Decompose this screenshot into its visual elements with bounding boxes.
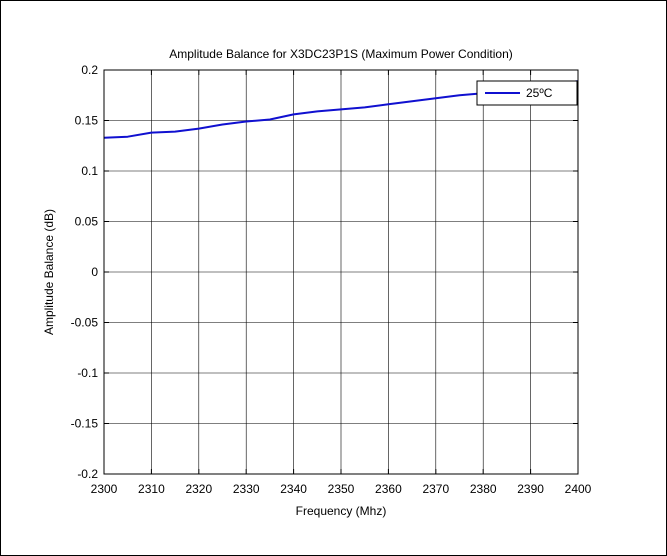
y-tick-labels: -0.2 -0.15 -0.1 -0.05 0 0.05 0.1 0.15 0.2 [71,63,99,481]
y-tick-label: -0.2 [77,467,98,481]
x-tick-label: 2350 [328,482,355,496]
x-tick-label: 2330 [233,482,260,496]
y-tick-label: -0.05 [71,316,99,330]
y-axis-label: Amplitude Balance (dB) [42,209,56,335]
x-tick-label: 2320 [185,482,212,496]
y-tick-label: -0.15 [71,417,99,431]
y-tick-label: 0.2 [81,63,98,77]
x-tick-label: 2370 [422,482,449,496]
y-tick-label: 0.05 [75,215,99,229]
x-tick-labels: 2300 2310 2320 2330 2340 2350 2360 2370 2380 2390… [91,482,592,496]
y-tick-label: 0.15 [75,114,99,128]
legend: 25ºC [476,80,578,106]
x-tick-label: 2380 [470,482,497,496]
x-tick-label: 2340 [280,482,307,496]
x-tick-label: 2360 [375,482,402,496]
x-tick-label: 2400 [565,482,592,496]
x-tick-label: 2390 [517,482,544,496]
chart-title: Amplitude Balance for X3DC23P1S (Maximum… [169,47,512,61]
y-tick-label: -0.1 [77,366,98,380]
x-tick-label: 2300 [91,482,118,496]
y-tick-label: 0.1 [81,164,98,178]
y-tick-label: 0 [91,265,98,279]
x-tick-label: 2310 [138,482,165,496]
x-axis-label: Frequency (Mhz) [296,504,387,518]
legend-label: 25ºC [526,86,553,100]
plot-frame [103,69,579,475]
